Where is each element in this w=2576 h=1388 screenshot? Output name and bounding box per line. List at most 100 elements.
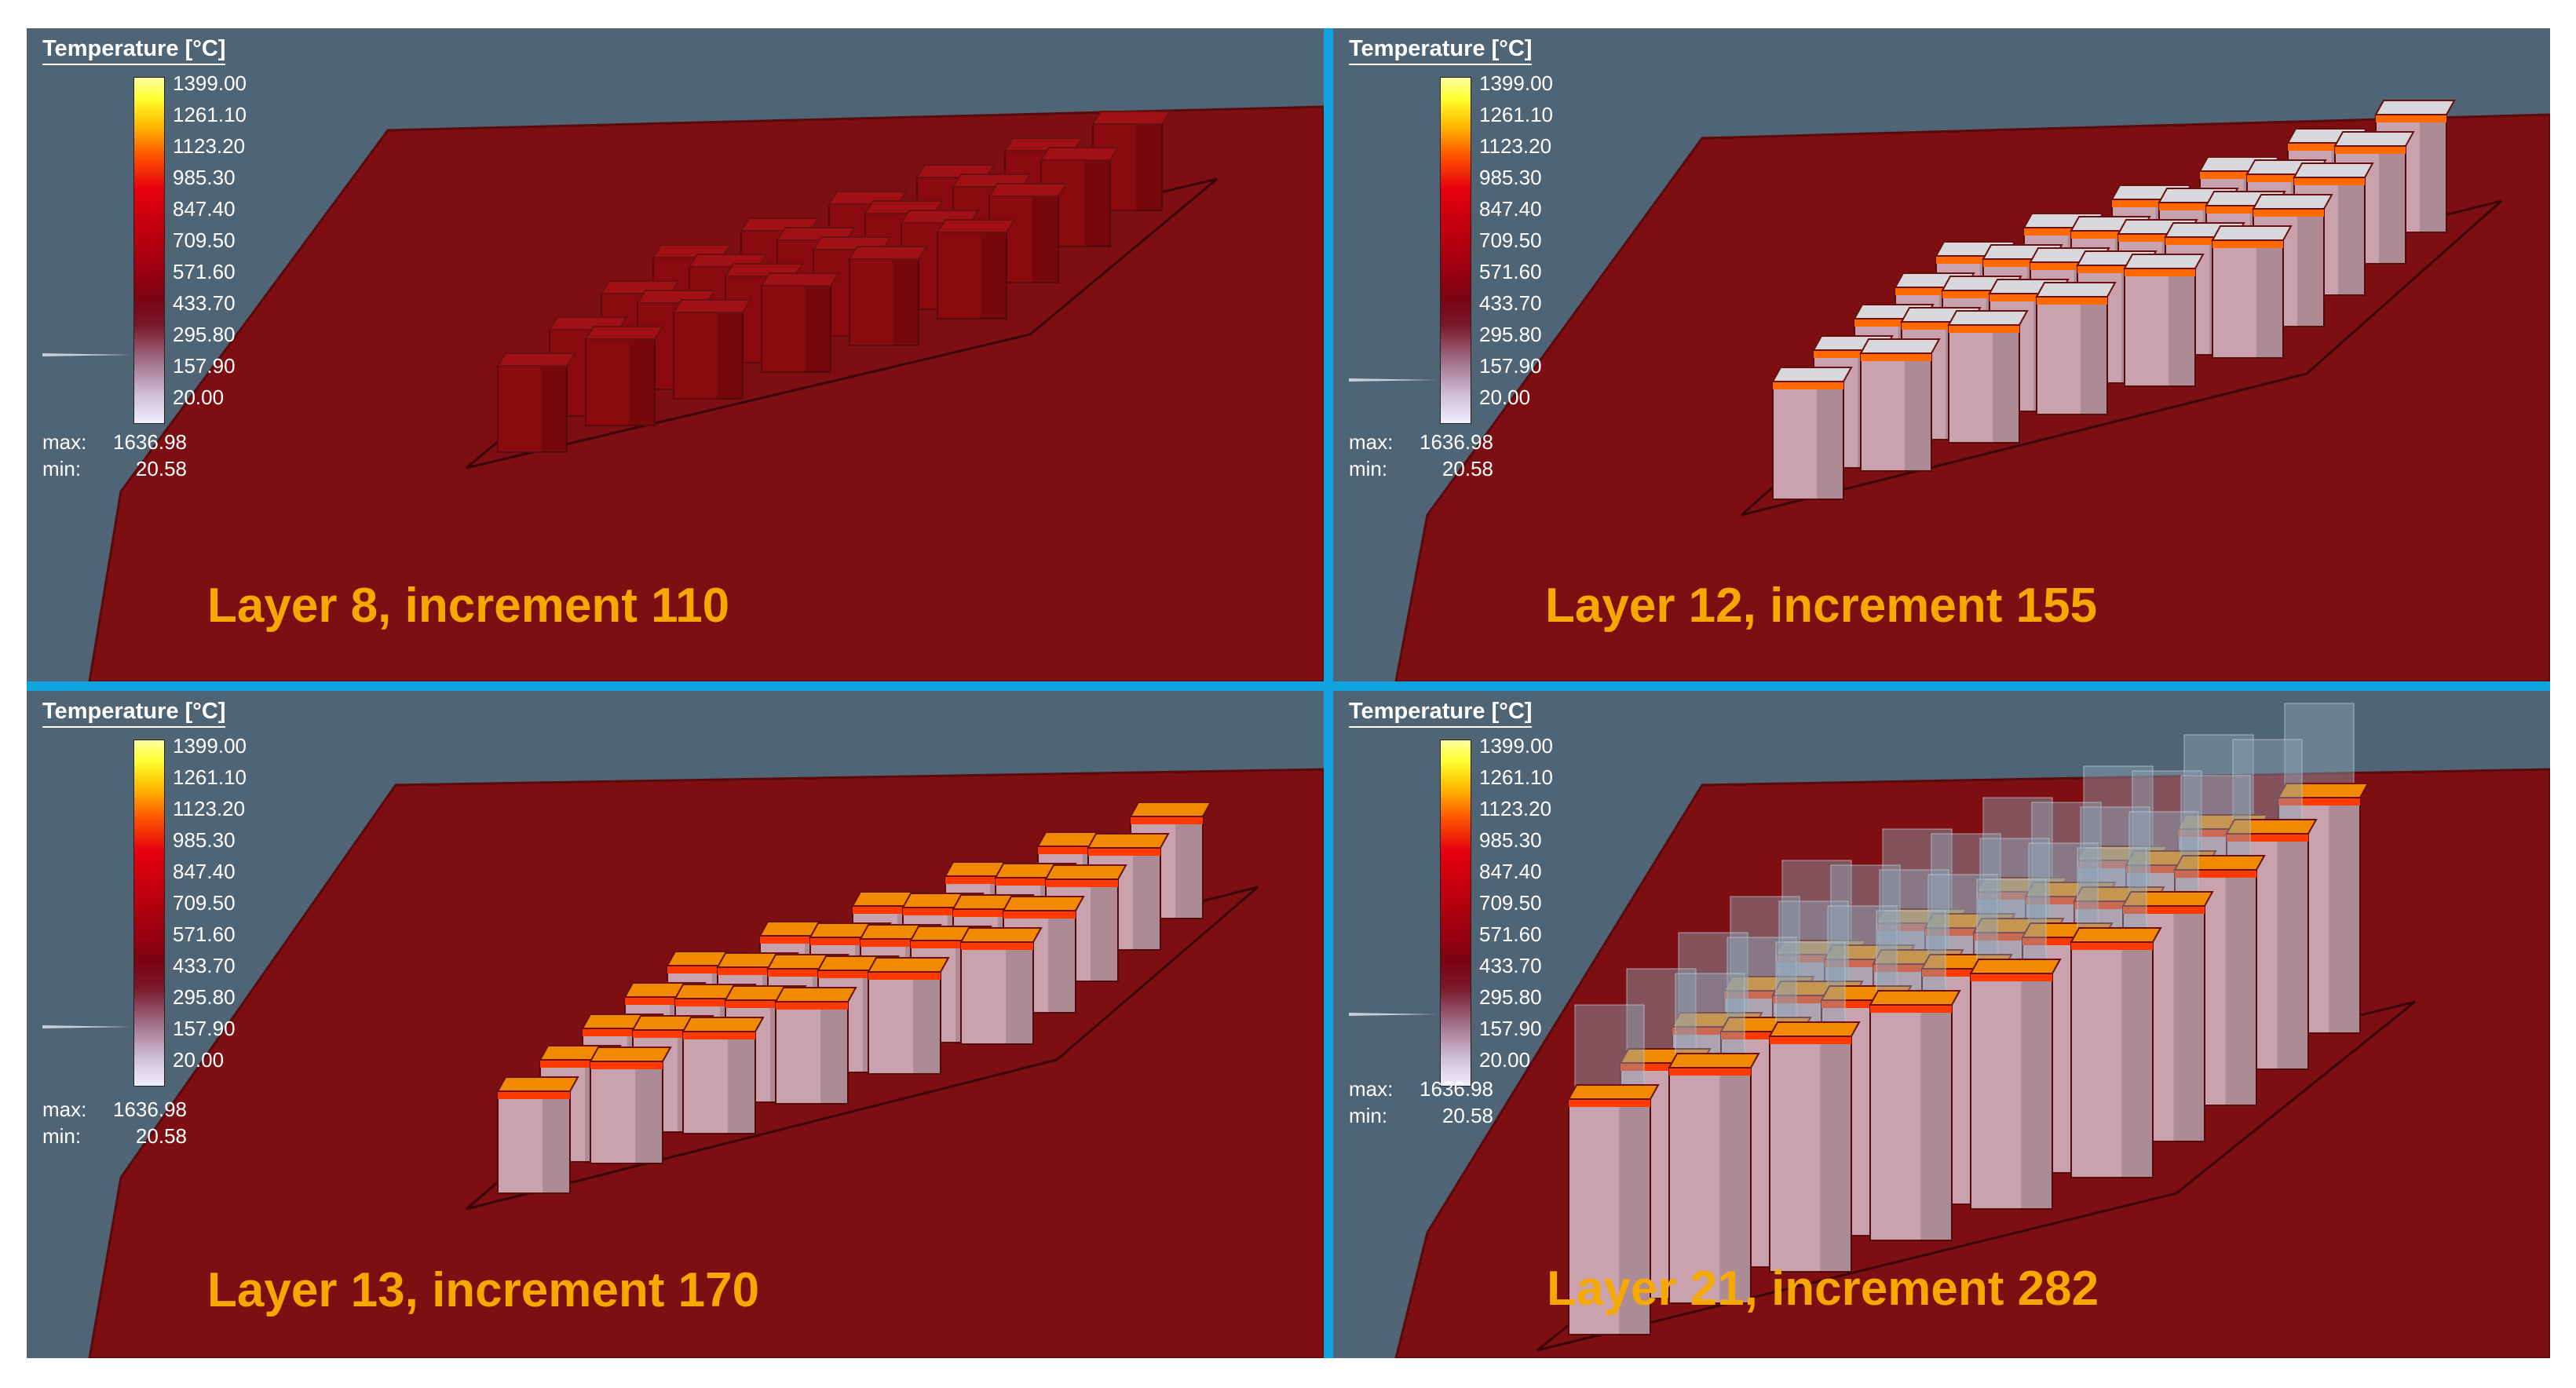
pillar-body — [2036, 296, 2108, 415]
pillar-hot-band — [2123, 906, 2205, 914]
pillar-hot-band — [2206, 206, 2277, 214]
pillar-hot-band — [2212, 240, 2283, 248]
pillar-hot-band — [1046, 879, 1118, 887]
pillar-hot-band — [1814, 350, 1884, 358]
pillar-hot-band — [2159, 203, 2230, 210]
pillar-top — [988, 183, 1068, 197]
colorbar — [1440, 740, 1471, 1087]
pillar-top — [2252, 194, 2333, 210]
legend-marker-icon — [42, 353, 130, 356]
panel-caption: Layer 21, increment 282 — [1547, 1262, 2099, 1316]
pillar-hot-band — [633, 1030, 705, 1038]
pillar-hot-band — [625, 997, 697, 1005]
legend-tick: 985.30 — [173, 828, 236, 852]
panel-caption: Layer 13, increment 170 — [207, 1263, 760, 1317]
pillar-top — [1567, 1084, 1660, 1100]
legend-tick: 433.70 — [173, 291, 236, 315]
pillar-side-shade — [2337, 177, 2365, 295]
unbuilt-pillar — [1678, 932, 1748, 1028]
legend-min: min: 20.58 — [1349, 455, 1493, 482]
pillar-hot-band — [1825, 959, 1906, 967]
pillar-top — [1668, 1053, 1760, 1068]
pillar-hot-band — [590, 1061, 663, 1069]
unbuilt-pillar — [1726, 937, 1797, 1032]
pillar-hot-band — [675, 999, 747, 1006]
pillar-top — [1771, 367, 1853, 382]
legend-tick: 709.50 — [173, 228, 236, 252]
pillar-top — [2333, 131, 2415, 147]
pillar-side-shade — [635, 1061, 663, 1163]
pillar-hot-band — [1873, 964, 1955, 972]
legend-tick: 571.60 — [1479, 922, 1542, 946]
pillar-hot-band — [2200, 171, 2271, 179]
legend-tick: 1261.10 — [173, 103, 247, 126]
pillar-hot-band — [683, 1032, 755, 1039]
unbuilt-pillar — [1982, 797, 2053, 893]
pillar-hot-band — [2247, 174, 2318, 182]
pillar-top — [848, 246, 928, 260]
pillar-hot-band — [583, 1028, 655, 1036]
min-label: min: — [1349, 457, 1388, 480]
pillar-hot-band — [776, 1002, 848, 1010]
pillar-hot-band — [853, 906, 925, 914]
legend-tick: 157.90 — [173, 1017, 236, 1040]
min-value: 20.58 — [135, 1124, 187, 1148]
unbuilt-pillar — [2284, 703, 2355, 798]
pillar-hot-band — [1770, 1036, 1851, 1044]
unbuilt-pillar — [1927, 874, 1998, 970]
pillar-hot-band — [2288, 143, 2359, 151]
pillar-hot-band — [1821, 1000, 1903, 1008]
pillar-hot-band — [2030, 262, 2101, 270]
pillar-side-shade — [913, 972, 941, 1074]
unbuilt-pillar — [1876, 910, 1946, 1006]
pillar-hot-band — [2037, 297, 2107, 305]
pillar-top — [1768, 1021, 1861, 1037]
legend-tick: 847.40 — [173, 860, 236, 883]
pillar-top — [2293, 163, 2374, 178]
pillar-top — [1087, 833, 1170, 849]
legend-tick: 295.80 — [1479, 985, 1542, 1009]
thermal-scene — [1394, 100, 2550, 681]
pillar-top — [681, 1017, 765, 1032]
pillar-hot-band — [2335, 146, 2406, 154]
unbuilt-pillar — [1574, 1004, 1645, 1100]
pillar-hot-band — [1773, 382, 1843, 389]
pillar-hot-band — [1861, 353, 1931, 361]
legend-min: min: 20.58 — [1349, 1102, 1493, 1129]
pillar-hot-band — [1902, 322, 1972, 330]
unbuilt-pillar — [2183, 734, 2254, 830]
pillar-side-shade — [2256, 240, 2283, 358]
legend-min: min: 20.58 — [42, 1123, 187, 1149]
pillar-hot-band — [2125, 268, 2195, 276]
pillar-hot-band — [760, 936, 832, 944]
pillar-side-shade — [540, 366, 567, 452]
legend-marker-icon — [1349, 1013, 1437, 1016]
legend-tick: 20.00 — [1479, 385, 1531, 409]
unbuilt-pillar — [1775, 941, 1846, 1037]
pillar-hot-band — [1949, 325, 2019, 333]
panel-layer-21: Temperature [°C] 1399.00 1261.10 1123.20… — [1333, 691, 2550, 1358]
pillar-hot-band — [2118, 234, 2189, 242]
temperature-legend: Temperature [°C] 1399.00 1261.10 1123.20… — [1349, 699, 1592, 1154]
legend-title: Temperature [°C] — [42, 699, 226, 728]
legend-max: max: 1636.98 — [1349, 1076, 1493, 1102]
legend-tick: 1261.10 — [1479, 765, 1553, 789]
min-label: min: — [42, 1124, 82, 1148]
legend-ticks: 1399.00 1261.10 1123.20 985.30 847.40 70… — [1479, 730, 1553, 1076]
legend-tick: 433.70 — [1479, 291, 1542, 315]
pillar-body — [585, 338, 656, 426]
pillar-side-shade — [2173, 906, 2205, 1141]
legend-max: max: 1636.98 — [42, 429, 187, 455]
pillar-side-shade — [1006, 942, 1033, 1044]
pillar-top — [1002, 896, 1085, 911]
pillar-body — [673, 312, 744, 400]
pillar-side-shade — [2168, 268, 2195, 386]
legend-tick: 1399.00 — [1479, 734, 1553, 758]
max-label: max: — [42, 1098, 87, 1121]
pillar-hot-band — [1983, 259, 2054, 267]
max-value: 1636.98 — [113, 1098, 187, 1121]
pillar-hot-band — [2126, 865, 2208, 873]
unbuilt-pillar — [2180, 775, 2251, 871]
pillar-hot-band — [667, 966, 740, 973]
